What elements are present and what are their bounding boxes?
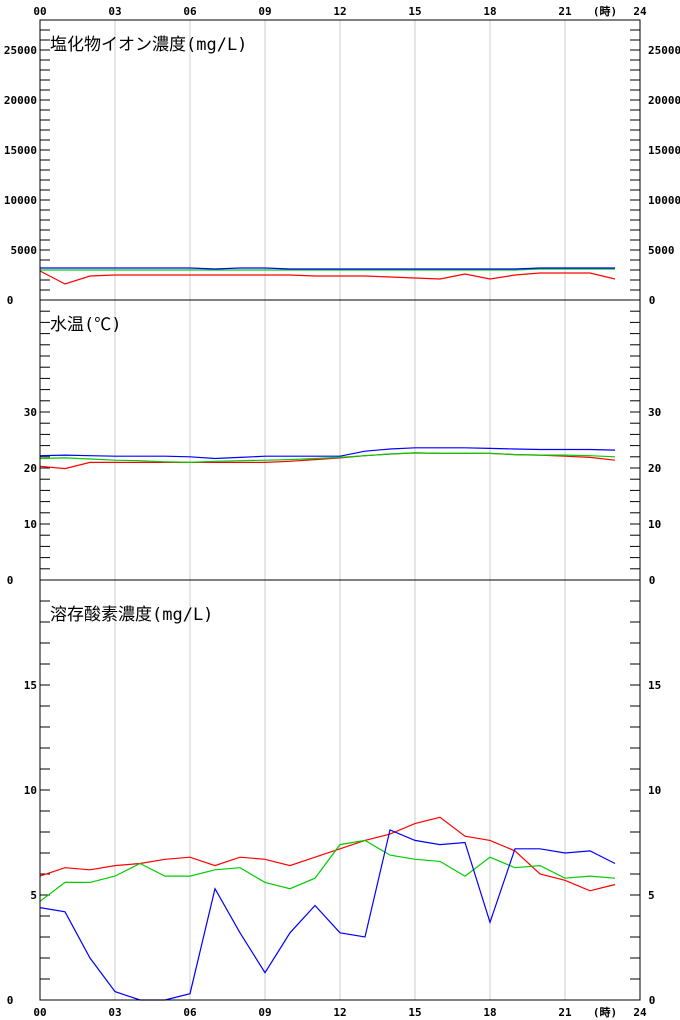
y-tick-label-left: 5000 [11,244,38,257]
x-tick-label-bottom: 24 [633,1006,647,1019]
y-tick-label-left: 20000 [4,94,37,107]
y-tick-label-left: 25000 [4,44,37,57]
grid-layer [114,20,566,1000]
y-tick-label-right: 15 [648,679,661,692]
y-tick-label-left: 10 [24,518,37,531]
panel-title: 水温(℃) [50,315,121,335]
y-tick-label-right: 20 [648,462,661,475]
y-tick-label-right: 10 [648,518,661,531]
y-tick-label-right: 0 [649,994,656,1007]
y-tick-label-left: 0 [7,574,14,587]
x-tick-label-top: 00 [33,5,46,18]
y-tick-label-left: 10000 [4,194,37,207]
x-tick-label-top: 18 [483,5,496,18]
frame-layer [39,19,641,1001]
y-tick-label-right: 5 [648,889,655,902]
x-tick-label-top: 09 [258,5,271,18]
x-tick-label-top: 15 [408,5,421,18]
series-line [39,447,616,460]
panel-title: 溶存酸素濃度(mg/L) [50,605,213,625]
x-unit-label-bottom: (時) [593,1005,617,1019]
y-tick-label-right: 0 [649,574,656,587]
x-tick-label-top: 12 [333,5,346,18]
y-tick-label-right: 20000 [648,94,680,107]
y-tick-label-left: 0 [7,994,14,1007]
y-tick-label-right: 15000 [648,144,680,157]
line-layer [39,267,616,1001]
series-line [40,268,615,271]
y-tick-label-right: 5000 [648,244,675,257]
series-line [39,829,616,1001]
y-tick-label-right: 0 [649,294,656,307]
x-tick-label-bottom: 03 [108,1006,121,1019]
y-tick-label-left: 20 [24,462,37,475]
x-tick-label-top: 03 [108,5,121,18]
y-tick-label-right: 30 [648,406,661,419]
y-tick-label-left: 30 [24,406,37,419]
x-tick-label-bottom: 06 [183,1006,197,1019]
y-tick-label-left: 15 [24,679,37,692]
x-tick-label-bottom: 21 [558,1006,572,1019]
tick-layer [40,29,640,980]
y-tick-label-right: 10 [648,784,661,797]
series-line [39,270,616,285]
x-tick-label-bottom: 12 [333,1006,346,1019]
x-tick-label-top: 21 [558,5,572,18]
panel-frame [39,579,641,1001]
series-line [40,267,615,270]
x-tick-label-top: 24 [633,5,647,18]
y-tick-label-left: 0 [7,294,14,307]
x-tick-label-bottom: 00 [33,1006,46,1019]
y-tick-label-right: 25000 [648,44,680,57]
x-tick-label-bottom: 18 [483,1006,496,1019]
series-line [39,452,616,464]
x-unit-label-top: (時) [593,4,617,18]
x-tick-label-top: 06 [183,5,197,18]
series-line [39,839,616,902]
y-tick-label-right: 10000 [648,194,680,207]
y-tick-label-left: 10 [24,784,37,797]
x-tick-label-bottom: 15 [408,1006,421,1019]
y-tick-label-left: 5 [30,889,37,902]
y-tick-label-left: 15000 [4,144,37,157]
series-line [39,816,616,892]
x-tick-label-bottom: 09 [258,1006,271,1019]
panel-title: 塩化物イオン濃度(mg/L) [50,35,247,55]
